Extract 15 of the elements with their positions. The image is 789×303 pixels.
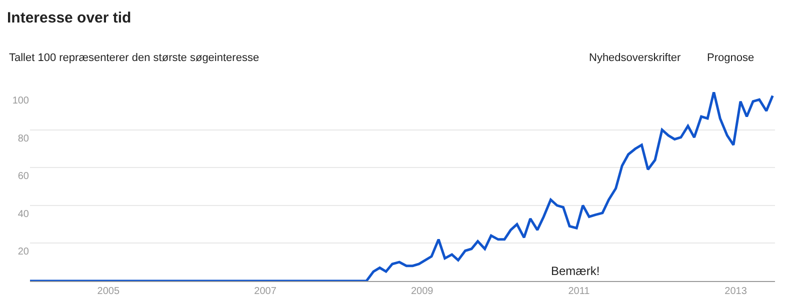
x-tick-label: 2011 <box>568 286 590 297</box>
x-tick-label: 2013 <box>724 286 748 297</box>
y-tick-label: 80 <box>18 133 30 144</box>
y-tick-label: 100 <box>12 96 30 106</box>
y-tick-label: 60 <box>18 171 30 182</box>
annotation: Bemærk! <box>551 264 600 278</box>
chart-title: Interesse over tid <box>7 9 132 26</box>
x-tick-label: 2007 <box>254 286 277 297</box>
x-tick-label: 2005 <box>97 286 120 297</box>
y-tick-label: 40 <box>18 208 30 220</box>
x-tick-label: 2009 <box>410 286 434 297</box>
text: Prognose <box>707 52 754 64</box>
chart-subtitle: Tallet 100 repræsenterer den største søgeinteresse <box>9 52 260 64</box>
text: Nyhedsoverskrifter <box>589 52 682 64</box>
y-tick-label: 20 <box>18 246 30 258</box>
